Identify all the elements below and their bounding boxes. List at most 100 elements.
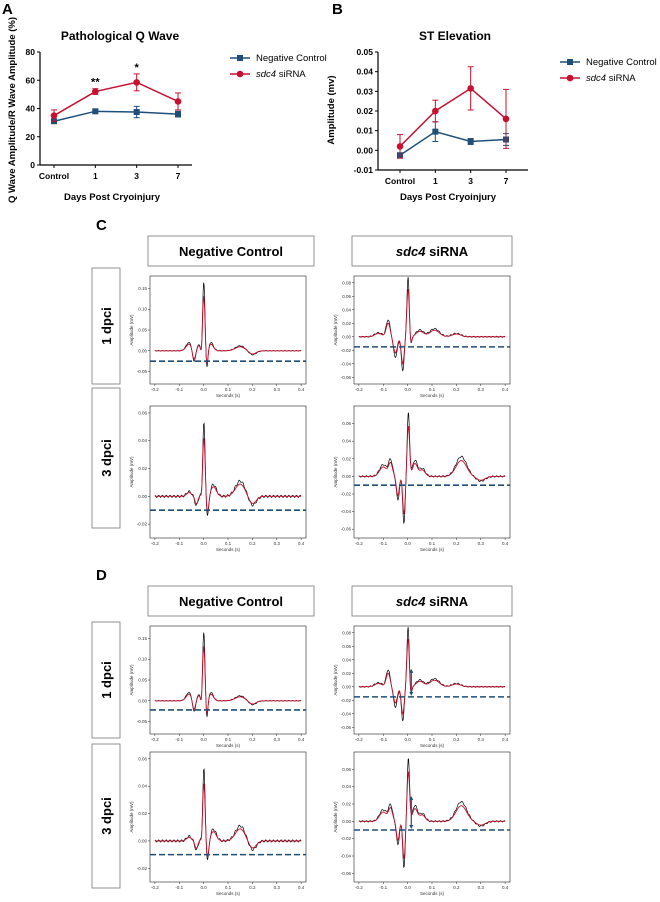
- ecg-plot-c-3dpci-negative-control: -0.2 -0.1 0.0 0.1 0.2 0.3 0.4 Seconds (s) 0.06 0.…: [129, 405, 307, 552]
- plot-frame: [353, 275, 511, 385]
- y-tick-label: 0.03: [356, 86, 373, 96]
- data-point-square: [467, 138, 474, 145]
- ecg-plot-d-1dpci-negative-control: -0.2 -0.1 0.0 0.1 0.2 0.3 0.4 Seconds (s) 0.15 0.…: [129, 625, 307, 748]
- y-tick-label: 0.10: [138, 307, 147, 312]
- y-tick-label: -0.05: [137, 369, 148, 374]
- legend-marker-square: [237, 55, 243, 61]
- x-tick-label: 0.4: [298, 541, 305, 546]
- legend-marker-circle: [566, 74, 574, 82]
- x-tick-label: 0.1: [225, 541, 232, 546]
- x-tick-label: -0.2: [151, 885, 159, 890]
- y-tick-label: -0.06: [341, 871, 352, 876]
- y-tick-label: 0: [30, 160, 35, 170]
- plot-frame: [149, 275, 307, 385]
- y-tick-label: 0.00: [138, 494, 147, 499]
- y-axis-label: Amplitude (mV): [333, 801, 338, 833]
- row-box-1dpci-c: [91, 267, 121, 385]
- panel-letter-a: A: [2, 1, 13, 18]
- y-tick-label: -0.02: [341, 698, 352, 703]
- data-point-circle: [502, 115, 510, 123]
- y-tick-label: 0.06: [342, 294, 351, 299]
- x-tick-label: 7: [504, 176, 509, 186]
- x-tick-label: 0.3: [274, 541, 281, 546]
- st-elevation-arrowhead: [409, 825, 414, 829]
- chart-a-xlabel: Days Post Cryoinjury: [64, 192, 161, 203]
- significance-marker: **: [91, 77, 100, 89]
- y-tick-label: -0.02: [341, 348, 352, 353]
- panel-letter-b: B: [332, 1, 343, 18]
- y-tick-label: 0.02: [342, 321, 351, 326]
- y-tick-label: 0.02: [342, 671, 351, 676]
- ecg-filtered-trace: [154, 296, 302, 364]
- x-tick-label: 0.0: [200, 541, 207, 546]
- y-tick-label: 0.05: [356, 47, 373, 57]
- x-tick-label: 0.1: [429, 541, 436, 546]
- ecg-raw-trace: [358, 276, 506, 372]
- chart-b-legend: Negative Control sdc4 siRNA: [560, 57, 657, 84]
- chart-a-legend: Negative Control sdc4 siRNA: [230, 53, 327, 80]
- x-tick-label: 0.0: [200, 387, 207, 392]
- y-tick-label: 0.02: [138, 811, 147, 816]
- x-tick-label: 0.3: [478, 885, 485, 890]
- x-tick-label: 0.1: [225, 387, 232, 392]
- y-tick-label: -0.02: [341, 492, 352, 497]
- y-axis-label: Amplitude (mV): [333, 456, 338, 488]
- x-tick-label: 0.3: [478, 541, 485, 546]
- chart-b-ylabel: Amplitude (mv): [326, 75, 337, 144]
- x-tick-label: -0.1: [379, 541, 387, 546]
- x-axis-label: Seconds (s): [216, 393, 241, 398]
- legend-label-sdc4: sdc4 siRNA: [586, 73, 636, 84]
- ecg-filtered-trace: [358, 289, 506, 366]
- x-tick-label: -0.1: [175, 737, 183, 742]
- panel-letter-d: D: [96, 567, 107, 584]
- x-tick-label: 0.1: [429, 737, 436, 742]
- y-tick-label: -0.04: [341, 509, 352, 514]
- data-point-circle: [50, 112, 58, 119]
- data-point-circle: [92, 88, 99, 95]
- ecg-raw-trace: [358, 412, 506, 525]
- data-point-square: [432, 128, 439, 135]
- y-tick-label: 40: [26, 104, 36, 114]
- x-tick-label: 0.1: [225, 737, 232, 742]
- data-point-square: [92, 108, 99, 115]
- y-tick-label: 0.00: [342, 684, 351, 689]
- x-tick-label: 0.4: [502, 541, 509, 546]
- ecg-raw-trace: [154, 422, 302, 516]
- y-tick-label: 0.10: [138, 657, 147, 662]
- y-tick-label: 0.06: [342, 644, 351, 649]
- x-tick-label: 0.3: [274, 885, 281, 890]
- x-tick-label: 7: [176, 171, 181, 181]
- ecg-plot-c-1dpci-sdc4: -0.2 -0.1 0.0 0.1 0.2 0.3 0.4 Seconds (s) 0.08 0.…: [333, 275, 511, 398]
- legend-label-negative-control: Negative Control: [256, 53, 327, 64]
- ecg-filtered-trace: [358, 771, 506, 859]
- ecg-plot-d-1dpci-sdc4: -0.2 -0.1 0.0 0.1 0.2 0.3 0.4 Seconds (s) 0.08 0.…: [333, 625, 511, 748]
- ecg-raw-trace: [154, 768, 302, 860]
- y-tick-label: 0.05: [138, 678, 147, 683]
- chart-st-elevation: ST Elevation Amplitude (mv) Days Post Cr…: [326, 29, 657, 203]
- data-point-circle: [396, 143, 404, 150]
- series-negative-control: [397, 121, 509, 159]
- x-tick-label: -0.2: [355, 885, 363, 890]
- ecg-plot-c-3dpci-sdc4: -0.2 -0.1 0.0 0.1 0.2 0.3 0.4 Seconds (s) 0.06 0.…: [333, 405, 511, 552]
- header-sdc4-c: sdc4 siRNA: [396, 244, 469, 259]
- x-tick-label: 0.0: [404, 387, 411, 392]
- row-box-3dpci-c: [91, 387, 121, 529]
- x-tick-label: 0.2: [453, 885, 460, 890]
- y-axis-label: Amplitude (mV): [129, 456, 134, 488]
- x-tick-label: 0.4: [298, 387, 305, 392]
- data-point-square: [133, 109, 140, 116]
- row-box-1dpci-d: [91, 621, 121, 739]
- header-sdc4-d: sdc4 siRNA: [396, 594, 469, 609]
- st-elevation-arrowhead: [409, 691, 414, 696]
- y-tick-label: -0.06: [341, 527, 352, 532]
- plot-frame: [149, 751, 307, 883]
- y-tick-label: 0.04: [138, 438, 147, 443]
- ecg-filtered-trace: [154, 646, 302, 714]
- x-tick-label: -0.2: [355, 541, 363, 546]
- y-tick-label: 0.02: [356, 106, 373, 116]
- y-tick-label: 0.04: [138, 784, 147, 789]
- row-box-3dpci-d: [91, 743, 121, 889]
- ecg-plot-d-3dpci-negative-control: -0.2 -0.1 0.0 0.1 0.2 0.3 0.4 Seconds (s) 0.06 0.…: [129, 751, 307, 896]
- legend-label-sdc4: sdc4 siRNA: [256, 69, 306, 80]
